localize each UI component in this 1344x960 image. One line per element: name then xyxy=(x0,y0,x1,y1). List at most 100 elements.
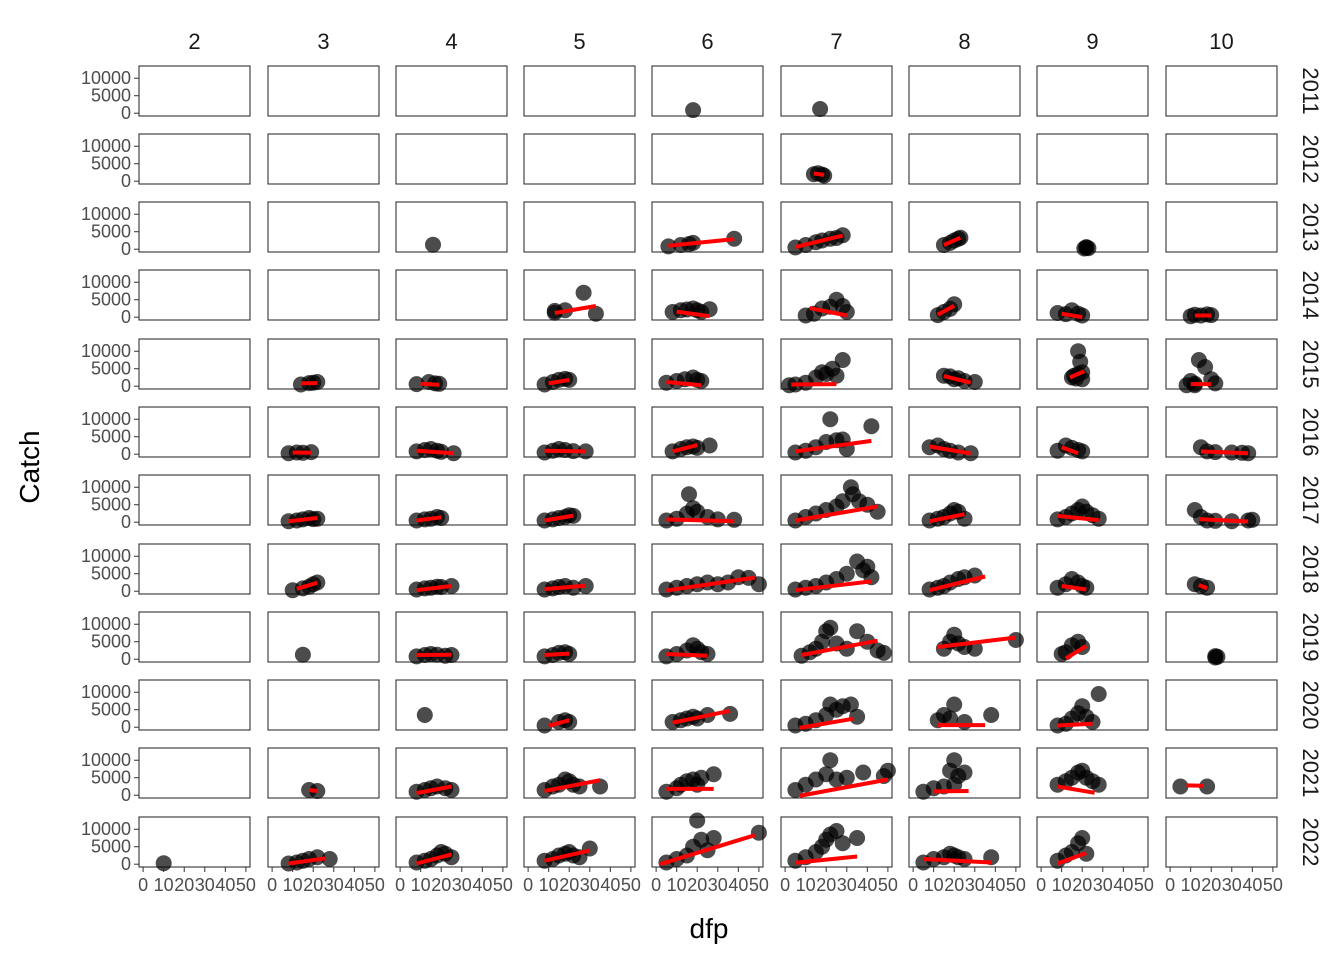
panel-2015-4 xyxy=(395,338,508,393)
x-tick-label: 0 xyxy=(138,875,148,895)
x-tick-label: 30 xyxy=(195,875,215,895)
data-point xyxy=(309,374,326,390)
panel-2019-7 xyxy=(780,611,893,664)
x-tick-label: 20 xyxy=(1072,875,1092,895)
data-point xyxy=(849,623,866,640)
y-tick-label: 10000 xyxy=(81,819,131,839)
panel-border xyxy=(138,543,251,595)
panel-2014-4 xyxy=(395,269,508,321)
x-tick-label: 30 xyxy=(965,875,985,895)
panel-2014-3 xyxy=(267,269,380,321)
x-tick-label: 50 xyxy=(1006,875,1026,895)
panel-border xyxy=(395,269,508,321)
axes-layer: 0500010000050001000005000100000500010000… xyxy=(81,68,1283,895)
fit-line xyxy=(795,854,858,865)
panel-2016-4 xyxy=(395,406,508,462)
panel-2015-8 xyxy=(908,338,1021,390)
col-strip-5: 5 xyxy=(573,29,585,54)
panel-border xyxy=(395,679,508,731)
fit-line xyxy=(929,512,965,524)
fit-line xyxy=(308,788,318,793)
y-tick-label: 10000 xyxy=(81,546,131,566)
fit-line xyxy=(296,580,318,591)
panel-border xyxy=(1036,65,1149,117)
panel-2018-7 xyxy=(780,543,893,598)
data-point xyxy=(946,752,963,769)
y-tick-label: 5000 xyxy=(91,495,131,515)
fit-line xyxy=(1069,369,1086,380)
data-point xyxy=(966,374,983,390)
data-point xyxy=(983,707,1000,723)
panel-2011-4 xyxy=(395,65,508,117)
panel-border xyxy=(1165,543,1278,595)
data-point xyxy=(812,101,829,117)
panel-2018-3 xyxy=(267,543,380,599)
x-tick-label: 0 xyxy=(651,875,661,895)
panel-2020-9 xyxy=(1036,679,1149,734)
y-tick-label: 0 xyxy=(121,717,131,737)
panel-border xyxy=(267,65,380,117)
panel-2013-10 xyxy=(1165,201,1278,253)
fit-line xyxy=(288,856,326,866)
x-tick-label: 0 xyxy=(523,875,533,895)
fit-line xyxy=(672,708,731,725)
y-tick-label: 0 xyxy=(121,307,131,327)
data-point xyxy=(705,766,722,783)
data-point xyxy=(443,849,460,866)
panel-border xyxy=(651,65,764,117)
panel-border xyxy=(138,679,251,731)
x-tick-label: 10 xyxy=(667,875,687,895)
fit-line xyxy=(666,380,702,388)
fit-line xyxy=(666,575,756,593)
panel-2020-5 xyxy=(523,679,636,734)
data-point xyxy=(1207,375,1224,392)
panel-border xyxy=(138,201,251,253)
panel-2020-8 xyxy=(908,679,1021,731)
panel-border xyxy=(908,269,1021,321)
data-point xyxy=(155,855,172,872)
y-tick-label: 5000 xyxy=(91,700,131,720)
panel-2017-8 xyxy=(908,474,1021,529)
data-point xyxy=(701,437,718,454)
panel-2020-7 xyxy=(780,679,893,734)
panel-2021-4 xyxy=(395,747,508,800)
fit-line xyxy=(1198,583,1208,591)
panel-2022-9 xyxy=(1036,816,1149,869)
x-tick-label: 50 xyxy=(749,875,769,895)
panel-2012-2 xyxy=(138,133,251,185)
panel-2014-6 xyxy=(651,269,764,321)
x-tick-label: 30 xyxy=(1222,875,1242,895)
panel-2017-4 xyxy=(395,474,508,529)
panel-border xyxy=(267,269,380,321)
panels-layer xyxy=(138,65,1278,872)
panel-2017-9 xyxy=(1036,474,1149,528)
fit-line xyxy=(544,651,570,657)
panel-2017-6 xyxy=(651,474,764,529)
fit-line xyxy=(799,716,854,730)
x-tick-label: 50 xyxy=(365,875,385,895)
fit-line xyxy=(544,448,586,454)
x-tick-label: 40 xyxy=(215,875,235,895)
panel-2014-5 xyxy=(523,269,636,322)
panel-2022-7 xyxy=(780,816,893,869)
panel-2018-5 xyxy=(523,543,636,598)
data-point xyxy=(834,352,851,368)
panel-2019-10 xyxy=(1165,611,1278,666)
x-tick-label: 30 xyxy=(580,875,600,895)
fit-line xyxy=(416,448,454,456)
panel-border xyxy=(395,201,508,253)
panel-2016-6 xyxy=(651,406,764,460)
fit-line xyxy=(544,513,574,523)
panel-2021-10 xyxy=(1165,747,1278,799)
data-point xyxy=(1070,343,1087,360)
x-tick-label: 10 xyxy=(154,875,174,895)
data-point xyxy=(693,769,710,786)
data-point xyxy=(408,376,425,393)
panel-2022-6 xyxy=(651,812,767,871)
fit-line xyxy=(1061,445,1079,456)
x-tick-label: 40 xyxy=(1113,875,1133,895)
panel-2013-5 xyxy=(523,201,636,253)
panel-border xyxy=(138,269,251,321)
panel-2011-3 xyxy=(267,65,380,117)
